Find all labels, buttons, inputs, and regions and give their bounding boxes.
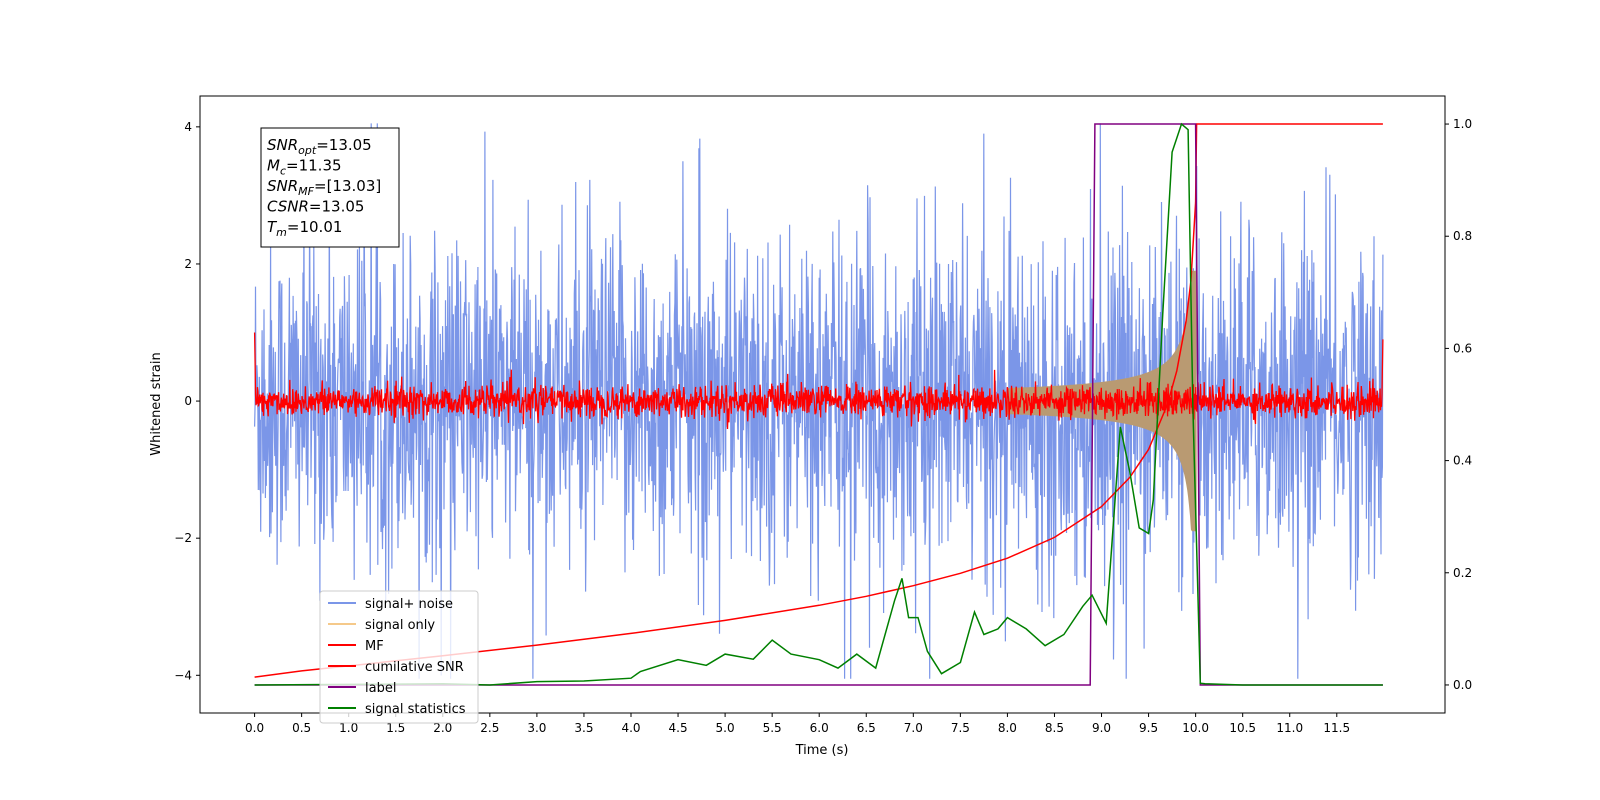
legend-label: signal+ noise	[365, 597, 453, 612]
x-tick-label: 10.0	[1182, 721, 1209, 735]
series-signal-statistics	[254, 122, 1383, 686]
y-axis-right: 1.0 0.8 0.6 0.4 0.2 0.0	[1445, 117, 1472, 692]
series-cumilative-snr	[254, 123, 1383, 678]
legend-label: MF	[365, 639, 384, 654]
x-tick-label: 0.5	[292, 721, 311, 735]
x-tick-label: 11.5	[1323, 721, 1350, 735]
stats-annotation-box: SNRopt=13.05Mc=11.35SNRMF=[13.03]CSNR=13…	[260, 127, 400, 248]
annotation-line: SNRopt=13.05	[267, 136, 372, 157]
y-tick-label: −4	[174, 668, 192, 682]
x-tick-label: 8.5	[1045, 721, 1064, 735]
x-axis-label: Time (s)	[795, 743, 849, 758]
y-tick-label: 2	[184, 257, 192, 271]
annotation-frame	[260, 127, 400, 248]
x-tick-label: 6.0	[810, 721, 829, 735]
x-tick-label: 7.0	[904, 721, 923, 735]
x-tick-label: 0.0	[245, 721, 264, 735]
y-tick-label: 0	[184, 394, 192, 408]
x-tick-label: 9.0	[1092, 721, 1111, 735]
y-axis-left: 4 2 0 −2 −4	[174, 120, 200, 682]
annotation-symbol: SNR	[267, 136, 298, 154]
annotation-value: =13.05	[309, 198, 365, 216]
annotation-symbol: SNR	[267, 177, 298, 195]
axes-frame	[199, 95, 1446, 714]
y2-tick-label: 1.0	[1453, 117, 1472, 131]
annotation-subscript: m	[276, 226, 287, 239]
annotation-value: =11.35	[286, 157, 342, 175]
legend-label: signal only	[365, 618, 435, 633]
annotation-subscript: c	[280, 165, 286, 178]
annotation-symbol: T	[267, 218, 278, 236]
x-tick-label: 1.0	[339, 721, 358, 735]
y2-tick-label: 0.0	[1453, 678, 1472, 692]
plot-area	[253, 122, 1384, 686]
y2-tick-label: 0.4	[1453, 454, 1472, 468]
annotation-subscript: MF	[298, 185, 314, 198]
x-tick-label: 6.5	[857, 721, 876, 735]
y2-tick-label: 0.6	[1453, 341, 1472, 355]
annotation-line: SNRMF=[13.03]	[267, 177, 381, 198]
annotation-value: =[13.03]	[314, 177, 381, 195]
x-tick-label: 4.5	[669, 721, 688, 735]
x-tick-label: 3.0	[527, 721, 546, 735]
legend-label: cumilative SNR	[365, 660, 464, 675]
x-tick-label: 9.5	[1139, 721, 1158, 735]
annotation-line: Tm=10.01	[267, 218, 342, 239]
x-tick-label: 4.0	[621, 721, 640, 735]
annotation-value: =10.01	[287, 218, 343, 236]
annotation-line: Mc=11.35	[267, 157, 342, 178]
y-tick-label: −2	[174, 531, 192, 545]
x-tick-label: 5.5	[763, 721, 782, 735]
y2-tick-label: 0.8	[1453, 229, 1472, 243]
annotation-symbol: CSNR	[267, 198, 309, 216]
annotation-subscript: opt	[298, 144, 317, 157]
legend: signal+ noise signal only MF cumilative SNR…	[319, 590, 479, 724]
y2-tick-label: 0.2	[1453, 566, 1472, 580]
x-tick-label: 2.0	[433, 721, 452, 735]
x-tick-label: 3.5	[574, 721, 593, 735]
x-tick-label: 10.5	[1229, 721, 1256, 735]
annotation-line: CSNR=13.05	[267, 198, 364, 216]
annotation-value: =13.05	[316, 136, 372, 154]
legend-label: signal statistics	[365, 702, 466, 717]
x-tick-label: 2.5	[480, 721, 499, 735]
x-axis: 0.0 0.5 1.0 1.5 2.0 2.5 3.0 3.5 4.0 4.5 5.0 5.5 6.0 6…	[245, 713, 1350, 735]
y-tick-label: 4	[184, 120, 192, 134]
legend-label: label	[365, 681, 396, 696]
y-axis-label: Whitened strain	[149, 352, 164, 455]
x-tick-label: 5.0	[716, 721, 735, 735]
annotation-symbol: M	[267, 157, 280, 175]
x-tick-label: 1.5	[386, 721, 405, 735]
x-tick-label: 11.0	[1276, 721, 1303, 735]
series-mf	[253, 332, 1384, 430]
x-tick-label: 8.0	[998, 721, 1017, 735]
x-tick-label: 7.5	[951, 721, 970, 735]
legend-frame	[319, 590, 479, 724]
